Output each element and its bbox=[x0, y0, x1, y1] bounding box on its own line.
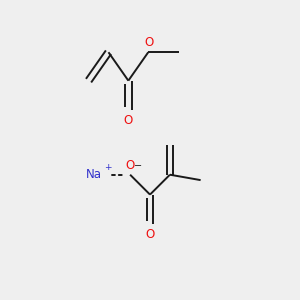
Text: O: O bbox=[125, 159, 135, 172]
Text: O: O bbox=[146, 228, 154, 241]
Text: O: O bbox=[124, 114, 133, 127]
Text: Na: Na bbox=[86, 168, 102, 181]
Text: −: − bbox=[134, 161, 142, 171]
Text: +: + bbox=[104, 163, 112, 172]
Text: O: O bbox=[145, 36, 154, 49]
